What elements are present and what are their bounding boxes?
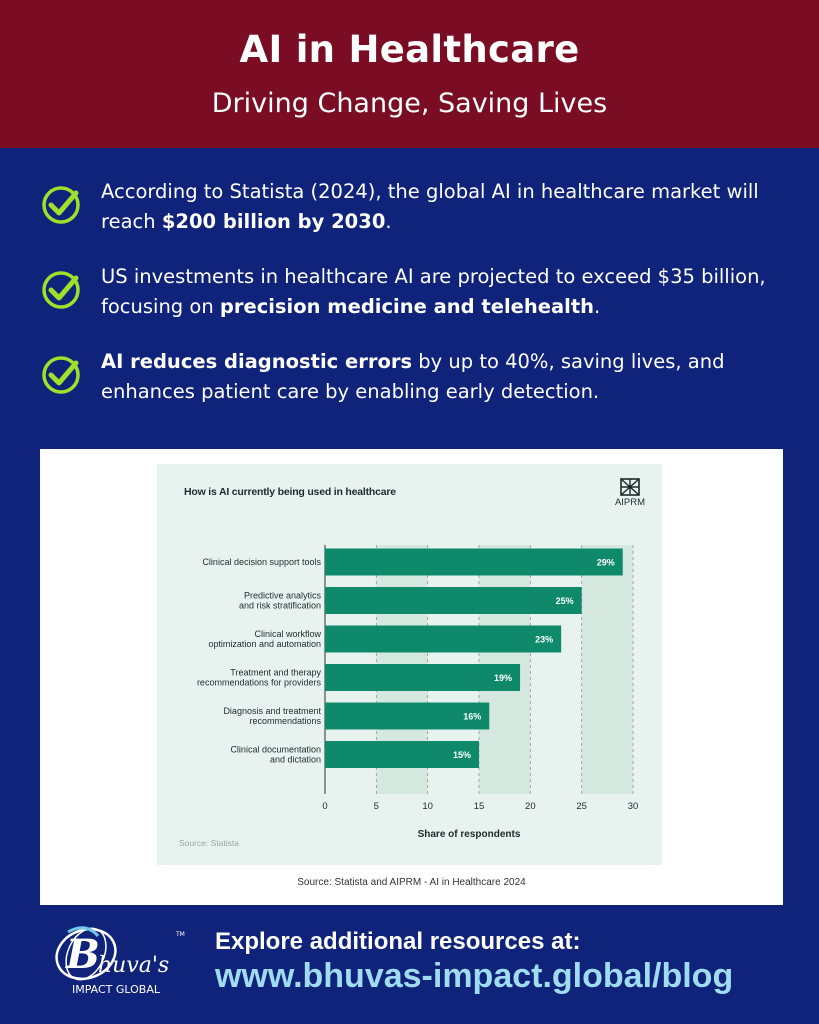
bar <box>325 548 623 576</box>
x-tick-label: 0 <box>322 801 327 812</box>
category-label: optimization and automation <box>208 639 321 649</box>
category-label: Clinical decision support tools <box>202 557 321 567</box>
bar-value-label: 23% <box>535 635 553 645</box>
logo-letter-b: B <box>65 931 100 978</box>
category-label: recommendations <box>249 716 321 726</box>
footer-label: Explore additional resources at: <box>215 928 581 955</box>
category-label: recommendations for providers <box>197 678 322 688</box>
checkmark-icon <box>42 356 80 394</box>
x-tick-label: 20 <box>525 801 536 812</box>
checkmark-icon <box>42 186 80 224</box>
bullet-text: According to Statista (2024), the global… <box>101 180 759 233</box>
bar <box>325 702 490 730</box>
bar <box>325 625 562 653</box>
category-label: Clinical documentation <box>230 745 321 755</box>
bar-chart: 29% Clinical decision support tools 25% Pre… <box>197 545 639 840</box>
bullet-text: AI reduces diagnostic errors by up to 40… <box>101 350 725 403</box>
category-label: and risk stratification <box>239 601 321 611</box>
checkmark-icon <box>42 271 80 309</box>
aiprm-logo: AIPRM <box>612 478 648 508</box>
bullet-item-diagnostics: AI reduces diagnostic errors by up to 40… <box>40 347 780 411</box>
x-tick-label: 30 <box>628 801 639 812</box>
bar-value-label: 19% <box>494 673 512 683</box>
bar <box>325 741 479 768</box>
header-banner: AI in Healthcare Driving Change, Saving … <box>0 0 819 148</box>
page-subtitle: Driving Change, Saving Lives <box>211 88 608 119</box>
category-label: and dictation <box>270 755 321 765</box>
image-caption: Source: Statista and AIPRM - AI in Healt… <box>297 877 526 888</box>
x-tick-label: 25 <box>576 801 587 812</box>
x-tick-label: 10 <box>422 801 433 812</box>
blog-link[interactable]: www.bhuvas-impact.global/blog <box>215 957 734 995</box>
bhuvas-impact-logo: B huva's IMPACT GLOBAL TM <box>55 926 185 996</box>
x-axis-label: Share of respondents <box>418 829 521 840</box>
bullet-item-investments: US investments in healthcare AI are proj… <box>40 262 780 326</box>
trademark-mark: TM <box>175 931 185 938</box>
logo-subtext: IMPACT GLOBAL <box>72 983 161 996</box>
bar-value-label: 16% <box>463 712 481 722</box>
category-label: Predictive analytics <box>244 591 322 601</box>
bar-value-label: 29% <box>597 558 615 568</box>
chart-source: Source: Statista <box>179 838 240 848</box>
bar-value-label: 15% <box>453 750 471 760</box>
bar-value-label: 25% <box>556 596 574 606</box>
x-tick-label: 15 <box>474 801 485 812</box>
chart-panel: How is AI currently being used in health… <box>40 449 783 905</box>
bar <box>325 587 582 614</box>
logo-text: huva's <box>98 953 169 978</box>
bullet-item-market: According to Statista (2024), the global… <box>40 177 780 241</box>
chart-card: How is AI currently being used in health… <box>157 464 662 865</box>
x-tick-label: 5 <box>374 801 379 812</box>
page-title: AI in Healthcare <box>239 28 580 71</box>
category-label: Diagnosis and treatment <box>223 706 321 716</box>
grid-band <box>581 545 633 794</box>
category-label: Treatment and therapy <box>230 668 321 678</box>
bar <box>325 664 521 691</box>
brand-name: AIPRM <box>614 497 646 508</box>
chart-title: How is AI currently being used in health… <box>184 486 396 498</box>
category-label: Clinical workflow <box>254 629 321 639</box>
bullet-text: US investments in healthcare AI are proj… <box>101 265 766 318</box>
aiprm-logo-icon <box>620 478 640 496</box>
